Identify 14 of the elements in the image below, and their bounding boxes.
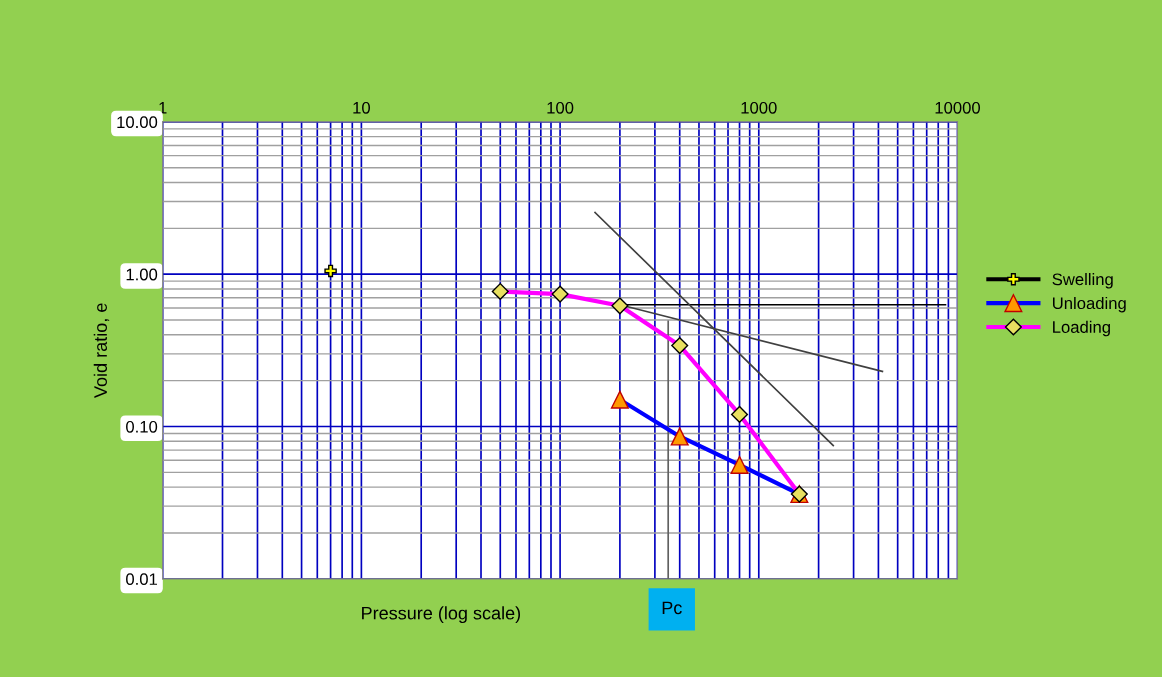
y-tick-label: 1.00 (126, 268, 158, 281)
x-axis-title: Pressure (log scale) (362, 606, 521, 624)
y-axis-title: Void ratio, e (93, 303, 110, 398)
legend-label: Unloading (1053, 296, 1126, 313)
y-tick-label: 0.10 (126, 420, 158, 433)
x-tick-label: 10000 (935, 101, 981, 114)
y-tick-label: 10.00 (117, 116, 158, 129)
legend-label: Loading (1053, 320, 1110, 337)
legend-label: Swelling (1052, 273, 1113, 289)
y-tick-label: 0.01 (126, 573, 158, 586)
x-tick-label: 1000 (741, 101, 777, 114)
annotation: Pc (662, 601, 682, 615)
x-tick-label: 100 (547, 101, 574, 114)
x-tick-label: 10 (353, 101, 370, 114)
